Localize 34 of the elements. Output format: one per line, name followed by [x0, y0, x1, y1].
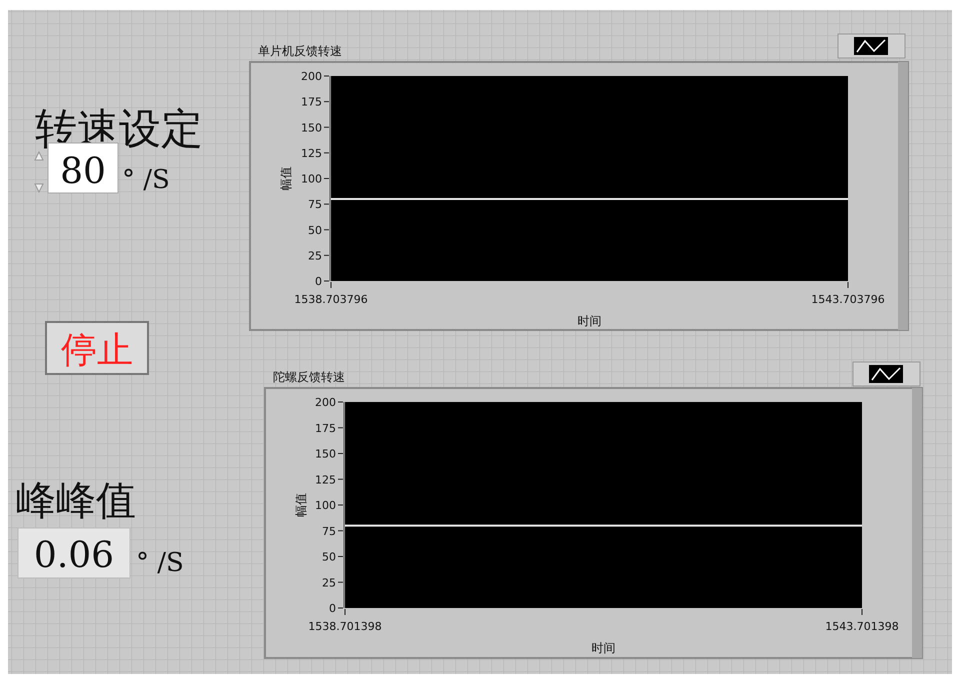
y-tick-label: 150 [301, 121, 322, 134]
x-tick-label: 1538.701398 [308, 620, 382, 633]
text: ° /S [122, 165, 170, 195]
y-tick-label: 50 [308, 224, 322, 237]
text: 峰峰值 [16, 478, 136, 524]
y-tick-label: 50 [322, 550, 336, 564]
y-axis-title: 幅值 [279, 166, 293, 190]
y-tick-label: 175 [315, 422, 336, 435]
chart-title: 陀螺反馈转速 [273, 370, 345, 384]
y-tick-label: 0 [315, 275, 322, 288]
y-tick-label: 125 [301, 146, 322, 160]
text: 0.06 [34, 535, 114, 576]
y-axis-title: 幅值 [294, 493, 308, 517]
text: 80 [60, 151, 106, 192]
y-tick-label: 150 [315, 448, 336, 460]
y-tick-label: 125 [315, 473, 336, 486]
text: ° /S [136, 548, 184, 578]
x-tick-label: 1538.703796 [294, 293, 368, 306]
y-tick-label: 100 [301, 172, 322, 186]
y-tick-label: 75 [308, 198, 322, 212]
y-tick-label: 200 [315, 396, 336, 409]
y-tick-label: 0 [329, 602, 336, 615]
y-tick-label: 200 [301, 70, 322, 83]
y-tick-label: 175 [301, 96, 322, 109]
x-axis-title: 时间 [592, 641, 616, 655]
x-axis-title: 时间 [578, 314, 602, 328]
chart-title: 单片机反馈转速 [258, 44, 342, 58]
x-tick-label: 1543.701398 [825, 620, 899, 633]
y-tick-label: 75 [322, 524, 336, 538]
y-tick-label: 25 [308, 249, 322, 262]
y-tick-label: 25 [322, 576, 336, 590]
y-tick-label: 100 [315, 499, 336, 512]
x-tick-label: 1543.703796 [811, 293, 885, 306]
text: 停止 [61, 330, 133, 371]
